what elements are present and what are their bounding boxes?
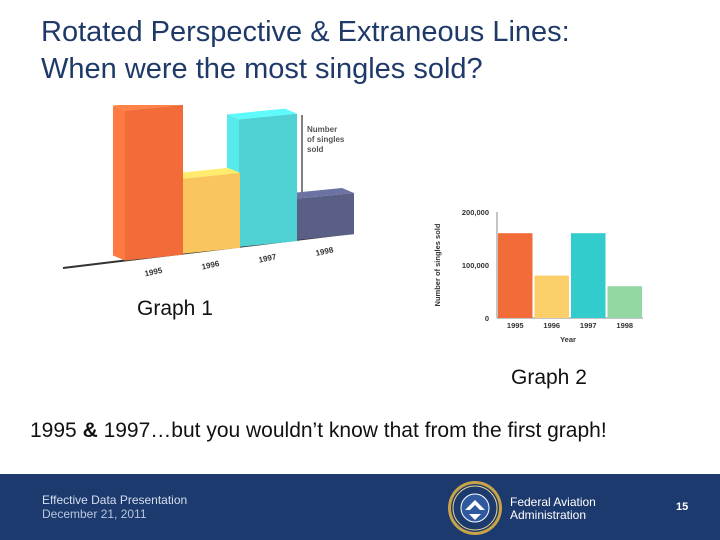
graph2-xtick-1996: 1996: [543, 321, 560, 330]
graph2-label: Graph 2: [511, 366, 587, 389]
graph1-tick-1995: 1995: [144, 266, 164, 279]
graph1-bar-side-1995: [113, 105, 125, 261]
graph1-bar-top-1996: [170, 167, 240, 179]
graph2-ytick-100,000: 100,000: [462, 261, 489, 270]
graph2-bar-1996: [534, 275, 569, 318]
graph2-bar-chart: 0 100,000 200,000 1995 1996 1997 1998 Year Numbe…: [433, 208, 643, 344]
graph2-ylabel: Number of singles sold: [433, 223, 442, 306]
slide-title-line2: When were the most singles sold?: [41, 53, 483, 85]
graph2-ytick-0: 0: [485, 314, 489, 323]
graph2-xtick-1997: 1997: [580, 321, 597, 330]
footer-bar: Effective Data Presentation December 21,…: [0, 474, 720, 540]
conclusion-part2: 1997…but you wouldn’t know that from the…: [97, 419, 607, 442]
graph1-bar-top-1995: [113, 105, 181, 111]
graph1-bar-1997: [239, 113, 297, 247]
graph1-bar-top-1998: [284, 187, 354, 199]
slide-title: Rotated Perspective & Extraneous Lines: …: [41, 14, 701, 88]
footer-agency: Federal Aviation Administration: [510, 496, 596, 522]
graph1-tick-1997: 1997: [258, 252, 278, 265]
footer-date: December 21, 2011: [42, 507, 147, 521]
graph2-bar-1998: [607, 286, 642, 318]
graph1-bar-1995: [125, 105, 183, 261]
footer-presentation-title: Effective Data Presentation: [42, 493, 188, 507]
graph2-xtick-1995: 1995: [507, 321, 524, 330]
graph1-bar-top-1997: [227, 108, 297, 120]
conclusion-ampersand: &: [82, 419, 98, 442]
footer-agency-line2: Administration: [510, 508, 587, 522]
graph2-bar-1995: [498, 233, 533, 318]
page-number: 15: [676, 501, 689, 513]
graph1-ylabel-line-2: of singles: [307, 135, 345, 144]
graph1-label: Graph 1: [137, 297, 213, 320]
graph1-tick-1996: 1996: [201, 259, 221, 272]
conclusion-text: 1995 & 1997…but you wouldn’t know that f…: [30, 419, 607, 443]
graph1-tick-1998: 1998: [315, 245, 335, 258]
graph2-xtick-1998: 1998: [616, 321, 633, 330]
graph2-ytick-200,000: 200,000: [462, 208, 489, 217]
faa-seal-icon: [448, 481, 502, 535]
graph1-ylabel-line-1: Number: [307, 125, 337, 134]
graph1-ylabel-line-3: sold: [307, 145, 324, 154]
graph2-bar-1997: [571, 233, 606, 318]
conclusion-part1: 1995: [30, 419, 83, 442]
graph1-bar-1998: [296, 192, 354, 241]
slide-title-line1: Rotated Perspective & Extraneous Lines:: [41, 16, 570, 48]
graph2-xlabel: Year: [560, 335, 576, 344]
footer-agency-line1: Federal Aviation: [510, 495, 596, 509]
graph1-bar-1996: [182, 172, 240, 254]
footer-presentation-info: Effective Data Presentation December 21,…: [42, 493, 187, 521]
